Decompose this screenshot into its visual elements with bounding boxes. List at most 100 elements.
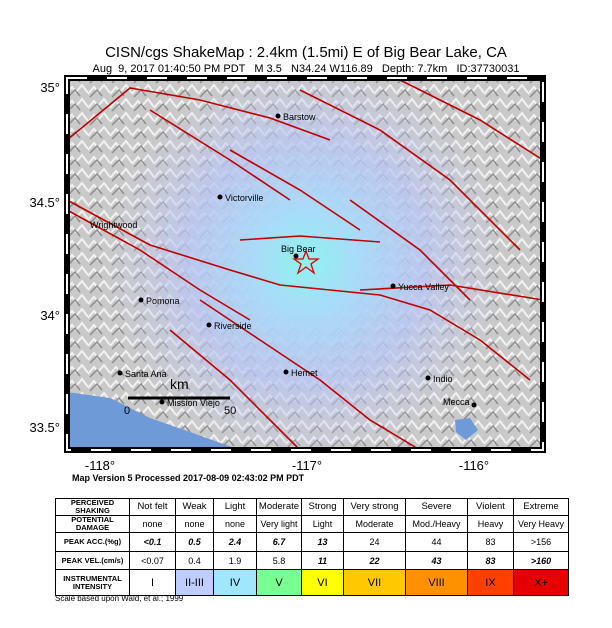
scale-label: 0 xyxy=(124,405,130,417)
table-cell: 43 xyxy=(405,551,468,570)
table-cell: IV xyxy=(213,569,257,596)
lat-label: 34.5° xyxy=(29,195,60,210)
city-label: Riverside xyxy=(214,321,252,331)
table-cell: Mod./Heavy xyxy=(405,515,468,533)
city-marker xyxy=(293,253,299,259)
table-cell: IX xyxy=(467,569,514,596)
city-label: Big Bear xyxy=(281,244,316,254)
shaking-intensity xyxy=(67,78,543,450)
map-frame-ticks xyxy=(66,77,544,451)
city-label: Pomona xyxy=(146,296,180,306)
table-row: INSTRUMENTAL INTENSITY I II-III IV V VI VII VII… xyxy=(55,569,569,596)
faults xyxy=(66,79,544,451)
city-marker xyxy=(159,399,165,405)
lon-label: -116° xyxy=(459,458,489,473)
table-cell: 11 xyxy=(301,551,344,570)
table-cell: <0.1 xyxy=(129,532,176,552)
table-cell: Weak xyxy=(175,498,214,516)
city-label: Barstow xyxy=(283,112,316,122)
table-cell: 0.4 xyxy=(175,551,214,570)
epicenter xyxy=(291,249,321,275)
row-header: POTENTIAL DAMAGE xyxy=(55,515,130,533)
table-cell: none xyxy=(213,515,257,533)
table-cell: X+ xyxy=(513,569,569,596)
table-cell: 2.4 xyxy=(213,532,257,552)
table-cell: 44 xyxy=(405,532,468,552)
row-header: PEAK ACC.(%g) xyxy=(55,532,130,552)
lat-label: 33.5° xyxy=(29,420,60,435)
table-cell: Strong xyxy=(301,498,344,516)
table-cell: Light xyxy=(213,498,257,516)
table-cell: 1.9 xyxy=(213,551,257,570)
table-cell: 83 xyxy=(467,532,514,552)
map: km 0 50 35° 34.5° 34° 33.5° -118° -117° -116° B… xyxy=(29,75,546,473)
city-label: Victorville xyxy=(225,193,263,203)
city-label: Mission Viejo xyxy=(167,398,220,408)
note: Scale based upon Wald, et al.; 1999 xyxy=(55,594,184,603)
table-cell: 22 xyxy=(343,551,406,570)
title: CISN/cgs ShakeMap : 2.4km (1.5mi) E of B… xyxy=(105,44,507,61)
table-cell: V xyxy=(256,569,302,596)
table-cell: Not felt xyxy=(129,498,176,516)
city-label: Santa Ana xyxy=(125,369,167,379)
scale-label: 50 xyxy=(224,405,236,417)
subtitle: Aug 9, 2017 01:40:50 PM PDT M 3.5 N34.24… xyxy=(92,63,520,75)
row-header: PEAK VEL.(cm/s) xyxy=(55,551,130,570)
row-header: INSTRUMENTAL INTENSITY xyxy=(55,569,130,596)
table-cell: Extreme xyxy=(513,498,569,516)
table-cell: Very strong xyxy=(343,498,406,516)
table-cell: 83 xyxy=(467,551,514,570)
row-header: PERCEIVED SHAKING xyxy=(55,498,130,516)
city-label: Mecca xyxy=(443,397,470,407)
lat-label: 35° xyxy=(40,80,60,95)
table-cell: Light xyxy=(301,515,344,533)
lon-label: -118° xyxy=(85,458,115,473)
city-label: Yucca Valley xyxy=(398,282,449,292)
city-marker xyxy=(425,375,431,381)
city-marker xyxy=(275,113,281,119)
table-cell: Violent xyxy=(467,498,514,516)
salton-sea xyxy=(455,418,478,440)
footer: Map Version 5 Processed 2017-08-09 02:43… xyxy=(72,473,305,483)
table-cell: Severe xyxy=(405,498,468,516)
table-cell: VIII xyxy=(405,569,468,596)
table-cell: 13 xyxy=(301,532,344,552)
ocean xyxy=(67,392,240,450)
table-row: PERCEIVED SHAKING Not felt Weak Light Modera… xyxy=(55,498,569,516)
table-cell: <0.07 xyxy=(129,551,176,570)
city-marker xyxy=(117,370,123,376)
table-cell: VII xyxy=(343,569,406,596)
table-cell: 24 xyxy=(343,532,406,552)
city-label: Indio xyxy=(433,374,453,384)
table-cell: 0.5 xyxy=(175,532,214,552)
city-marker xyxy=(471,402,477,408)
city-marker xyxy=(390,283,396,289)
table-cell: none xyxy=(129,515,176,533)
table-cell: 6.7 xyxy=(256,532,302,552)
city-label: Wrightwood xyxy=(90,220,137,230)
table-cell: Very light xyxy=(256,515,302,533)
table-row: PEAK ACC.(%g) <0.1 0.5 2.4 6.7 13 24 44 83 >156 xyxy=(55,532,569,552)
city-marker xyxy=(283,369,289,375)
table-cell: I xyxy=(129,569,176,596)
intensity-table: PERCEIVED SHAKING Not felt Weak Light Modera… xyxy=(55,498,569,596)
lat-label: 34° xyxy=(40,308,60,323)
table-row: POTENTIAL DAMAGE none none none Very light Li… xyxy=(55,515,569,533)
table-cell: 5.8 xyxy=(256,551,302,570)
city-label: Hemet xyxy=(291,368,318,378)
table-cell: >160 xyxy=(513,551,569,570)
city-marker xyxy=(138,297,144,303)
table-row: PEAK VEL.(cm/s) <0.07 0.4 1.9 5.8 11 22 43 83 >16… xyxy=(55,551,569,570)
table-cell: Heavy xyxy=(467,515,514,533)
table-cell: Moderate xyxy=(343,515,406,533)
table-cell: none xyxy=(175,515,214,533)
table-cell: VI xyxy=(301,569,344,596)
table-cell: >156 xyxy=(513,532,569,552)
city-marker xyxy=(217,194,223,200)
scale-unit: km xyxy=(170,376,189,392)
lon-label: -117° xyxy=(292,458,322,473)
table-cell: II-III xyxy=(175,569,214,596)
city-marker xyxy=(206,322,212,328)
table-cell: Very Heavy xyxy=(513,515,569,533)
